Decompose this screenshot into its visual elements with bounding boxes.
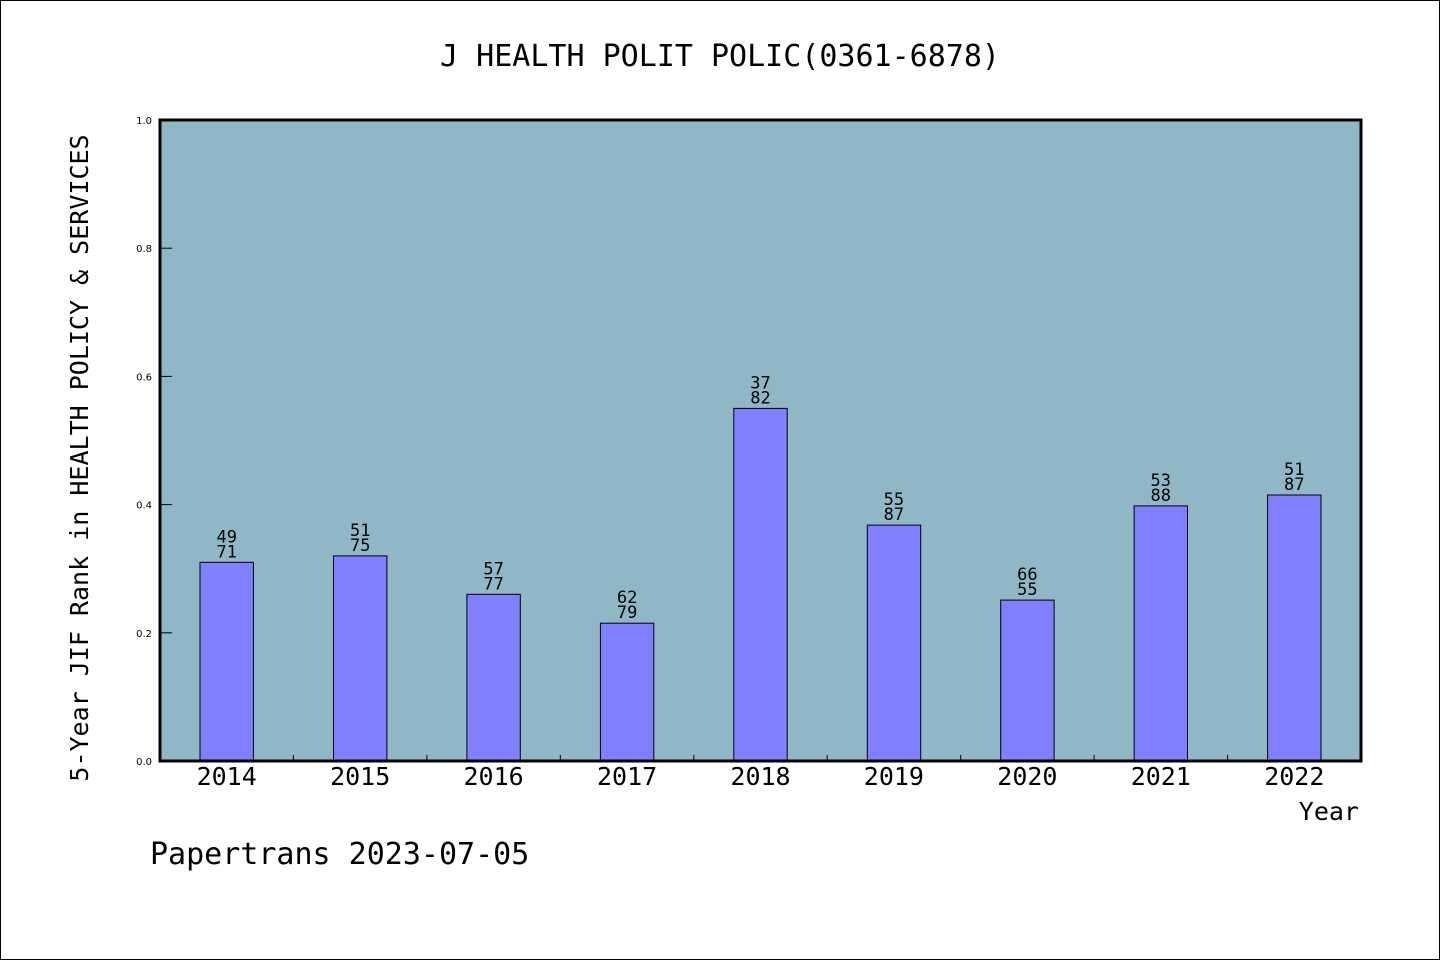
x-tick-label-2017: 2017 [597,762,657,791]
bar-2015 [333,555,388,762]
bar-2019 [866,524,922,762]
bar-label-total-2018: 82 [750,388,770,408]
bar-label-rank-2014: 49 [216,527,236,547]
chart-title: J HEALTH POLIT POLIC(0361-6878) [440,39,1000,74]
y-tick-label: 0.8 [136,244,152,255]
bar-2022 [1267,494,1322,762]
x-tick-label-2022: 2022 [1264,762,1324,791]
x-axis-label: Year [1299,797,1359,826]
bar-2020 [1000,599,1055,762]
bar-label-total-2014: 71 [216,542,236,562]
y-tick-label: 0.6 [136,372,152,383]
bar-2017 [599,622,655,762]
bar-label-rank-2018: 37 [750,373,770,393]
y-tick-label: 1.0 [136,116,152,127]
bar-2018 [733,407,788,762]
bar-label-total-2017: 79 [617,603,637,623]
bar-label-rank-2015: 51 [350,521,370,541]
y-axis-label: 5-Year JIF Rank in HEALTH POLICY & SERVI… [65,134,94,781]
bar-label-rank-2016: 57 [483,559,503,579]
bars-layer [199,407,1322,762]
bar-label-rank-2022: 51 [1284,460,1304,480]
bar-label-total-2021: 88 [1151,486,1171,506]
x-tick-label-2021: 2021 [1131,762,1191,791]
bar-label-total-2016: 77 [483,574,503,594]
bar-label-total-2019: 87 [884,505,904,525]
x-tick-label-2014: 2014 [197,762,257,791]
x-tick-label-2019: 2019 [864,762,924,791]
x-tick-label-2016: 2016 [463,762,523,791]
x-tick-label-2020: 2020 [997,762,1057,791]
axis-ticks-layer: 2014 2015 2016 2017 2018 2019 2020 2021 2022 0.0 0… [136,116,1324,791]
y-tick-label: 0.2 [136,629,152,640]
bar-label-rank-2021: 53 [1151,471,1171,491]
bar-label-total-2022: 87 [1284,475,1304,495]
bar-label-total-2020: 55 [1017,580,1037,600]
bar-label-total-2015: 75 [350,536,370,556]
x-tick-label-2015: 2015 [330,762,390,791]
bar-2021 [1133,505,1188,762]
y-tick-label: 0.0 [136,757,152,768]
bar-label-rank-2020: 66 [1017,565,1037,585]
bar-2016 [466,593,521,762]
bar-2014 [199,561,254,762]
x-tick-label-2018: 2018 [730,762,790,791]
plot-border [158,118,1363,763]
y-tick-label: 0.4 [136,501,152,512]
bar-label-rank-2019: 55 [884,490,904,510]
footer-date-stamp: Papertrans 2023-07-05 [150,837,529,872]
bar-label-rank-2017: 62 [617,588,637,608]
